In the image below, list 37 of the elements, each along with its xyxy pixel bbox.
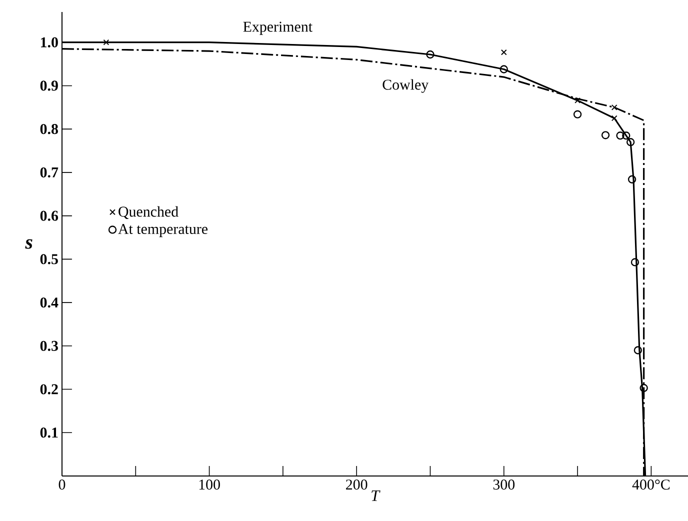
y-tick-label: 0.2 [40,384,58,394]
point [630,258,640,266]
x-tick-label: 300 [493,480,515,490]
point [500,49,507,56]
point [601,131,610,140]
y-tick-label: 0.5 [40,254,58,264]
point [574,97,581,104]
point [103,39,110,46]
y-tick-label: 1.0 [41,37,58,48]
y-tick-label: 0.9 [40,80,58,91]
y-tick-label: 0.1 [40,428,58,438]
series-label: Experiment [243,22,312,35]
point [626,138,635,146]
x-tick-label: 200 [346,480,368,490]
x-tick-label: 0 [58,480,66,490]
point [426,50,434,59]
point [640,384,648,392]
point [611,104,618,110]
y-tick-label: 0.6 [40,210,58,221]
point [616,132,624,140]
legend-label: Quenched [118,206,178,219]
point [573,110,582,118]
series-label: Cowley [382,79,429,93]
point [634,346,642,354]
y-axis-title: s [25,239,32,249]
y-tick-label: 0.3 [40,340,58,351]
y-tick-label: 0.7 [40,167,58,178]
legend-label: At temperature [118,224,208,238]
point [622,132,630,140]
x-tick-label: 100 [199,480,220,490]
y-tick-label: 0.8 [40,124,58,134]
point [611,115,618,122]
y-tick-label: 0.4 [40,297,58,308]
x-axis-title: T [372,490,380,501]
point [500,65,508,74]
x-tick-label: 400°C [632,480,670,490]
point [628,175,636,184]
